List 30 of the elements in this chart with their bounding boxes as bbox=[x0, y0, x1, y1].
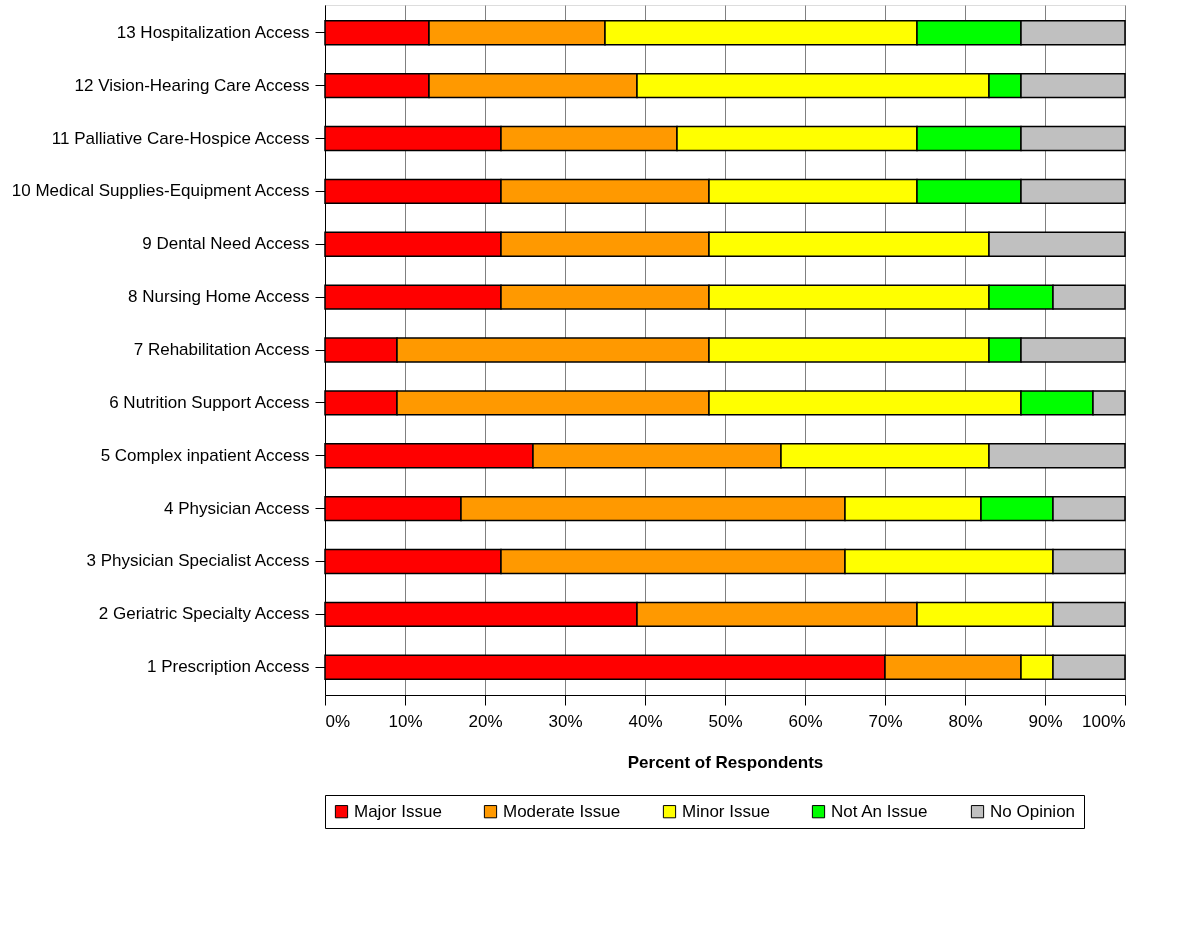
y-tick-label: 5 Complex inpatient Access bbox=[100, 445, 310, 465]
legend-label: Major Issue bbox=[354, 801, 442, 821]
x-tick-label: 60% bbox=[788, 711, 823, 731]
y-tick-label: 11 Palliative Care-Hospice Access bbox=[51, 128, 310, 148]
x-tick-label: 20% bbox=[468, 711, 503, 731]
y-tick-label: 7 Rehabilitation Access bbox=[133, 340, 310, 359]
legend-label: No Opinion bbox=[990, 801, 1076, 821]
x-tick-label: 80% bbox=[948, 711, 983, 731]
x-tick-label: 40% bbox=[628, 711, 663, 731]
x-tick-label: 10% bbox=[388, 711, 423, 731]
x-tick-label: 0% bbox=[325, 711, 351, 731]
y-tick-label: 12 Vision-Hearing Care Access bbox=[74, 75, 310, 95]
legend-label: Moderate Issue bbox=[503, 801, 621, 821]
y-tick-label: 13 Hospitalization Access bbox=[116, 22, 310, 42]
legend-label: Minor Issue bbox=[682, 801, 770, 821]
y-tick-label: 9 Dental Need Access bbox=[142, 234, 310, 254]
x-tick-label: 50% bbox=[708, 711, 743, 731]
y-tick-label: 4 Physician Access bbox=[163, 498, 310, 518]
x-tick-label: 90% bbox=[1028, 711, 1063, 731]
y-tick-label: 6 Nutrition Support Access bbox=[109, 392, 310, 412]
x-tick-label: 70% bbox=[868, 711, 903, 731]
y-tick-label: 10 Medical Supplies-Equipment Access bbox=[11, 181, 310, 201]
y-tick-label: 3 Physician Specialist Access bbox=[86, 551, 310, 571]
y-tick-label: 8 Nursing Home Access bbox=[128, 287, 310, 307]
legend-label: Not An Issue bbox=[831, 801, 928, 821]
y-tick-label: 1 Prescription Access bbox=[146, 657, 310, 677]
x-axis-title: Percent of Respondents bbox=[627, 752, 824, 772]
x-tick-label: 30% bbox=[548, 711, 583, 731]
y-tick-label: 2 Geriatric Specialty Access bbox=[98, 604, 310, 624]
x-tick-label: 100% bbox=[1082, 711, 1126, 731]
